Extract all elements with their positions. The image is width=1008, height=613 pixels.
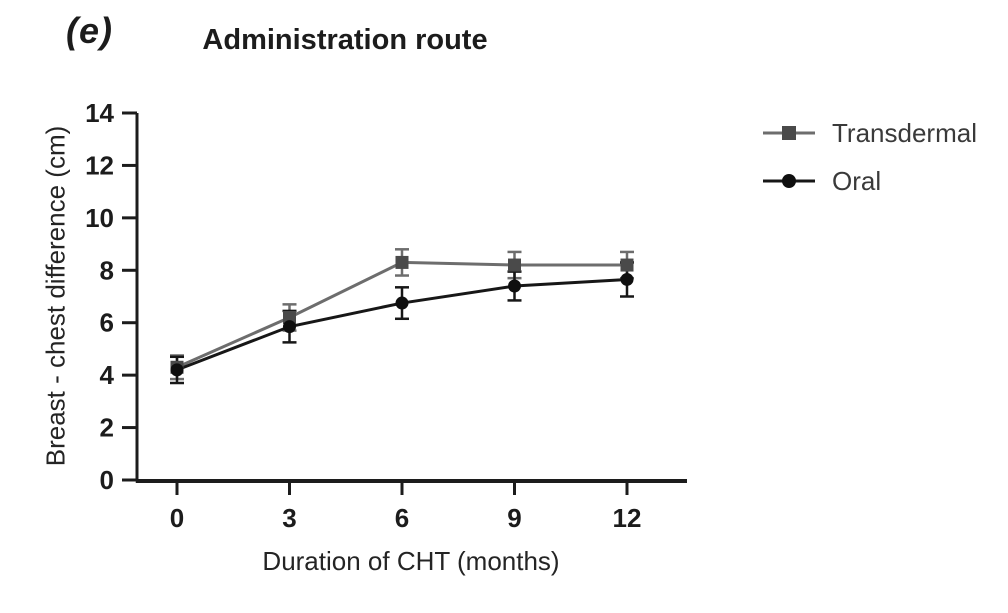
y-tick-label: 12	[85, 150, 114, 180]
y-tick-label: 8	[100, 255, 114, 285]
data-point-oral	[395, 296, 409, 310]
figure-label: (e)	[66, 10, 113, 51]
data-point-transdermal	[283, 310, 296, 324]
data-point-oral	[283, 320, 296, 334]
data-point-oral	[508, 279, 521, 293]
legend-label-oral: Oral	[832, 165, 882, 196]
y-tick-label: 6	[100, 308, 114, 338]
legend: Transdermal Oral	[763, 116, 977, 212]
oral-circle-marker-icon	[763, 173, 815, 189]
y-tick-label: 2	[100, 413, 114, 443]
data-point-oral	[620, 272, 634, 286]
data-point-transdermal	[395, 255, 409, 269]
legend-label-transdermal: Transdermal	[832, 117, 977, 148]
legend-item-oral: Oral	[763, 164, 977, 198]
transdermal-square-marker-icon	[763, 125, 815, 141]
legend-item-transdermal: Transdermal	[763, 116, 977, 150]
y-axis-label: Breast - chest difference (cm)	[40, 125, 71, 467]
data-point-transdermal	[620, 258, 634, 272]
y-tick-label: 0	[100, 465, 114, 495]
y-tick-label: 4	[100, 360, 115, 390]
data-point-transdermal	[508, 258, 521, 272]
y-tick-label: 10	[85, 203, 114, 233]
chart-title: Administration route	[202, 24, 488, 56]
x-axis-label: Duration of CHT (months)	[262, 546, 560, 576]
x-tick-label: 3	[282, 503, 296, 533]
x-tick-label: 12	[613, 503, 642, 533]
x-tick-label: 9	[507, 503, 521, 533]
y-tick-label: 14	[85, 98, 114, 128]
x-tick-label: 0	[170, 503, 184, 533]
data-point-oral	[170, 363, 184, 377]
x-tick-label: 6	[395, 503, 409, 533]
